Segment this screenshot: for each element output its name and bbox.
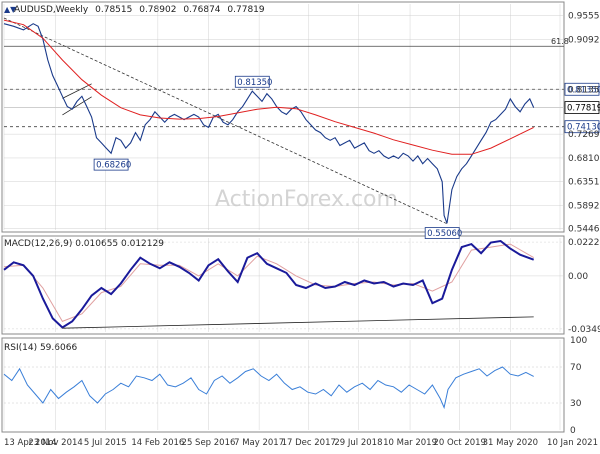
wedge-line <box>62 96 92 116</box>
x-tick-label: 29 Jul 2018 <box>334 438 382 448</box>
annotation-box <box>234 75 270 88</box>
price-title-low: 0.76874 <box>183 5 220 15</box>
x-tick-label: 25 Sep 2016 <box>182 438 236 448</box>
annotation-box <box>424 227 460 239</box>
macd-panel-frame <box>1 235 565 335</box>
price-reference-lines: 61.8 0.81350 0.74130 0.77819 <box>3 17 600 225</box>
rsi-y-tick-label: 70 <box>570 363 582 373</box>
price-panel-frame <box>1 1 565 233</box>
price-title-icon: ▲▼ <box>4 5 17 14</box>
rsi-y-tick-label: 0 <box>570 426 576 436</box>
macd-y-axis: 0.022295 0.00 -0.034948 <box>568 238 600 335</box>
rsi-title: RSI(14) 59.6066 <box>4 343 77 353</box>
rsi-grid <box>3 340 564 430</box>
price-series <box>3 23 535 224</box>
level-label-box <box>564 120 600 134</box>
current-price-label: 0.77819 <box>567 104 600 114</box>
price-annotations: 0.68260 0.81350 0.55060 <box>93 75 462 239</box>
x-tick-label: 20 Oct 2019 <box>433 438 486 448</box>
level-label-box <box>564 82 600 96</box>
wedge-line <box>62 83 92 99</box>
rsi-series-group <box>3 366 534 410</box>
macd-series-group <box>3 239 535 329</box>
macd-y-tick-label: 0.00 <box>568 272 588 282</box>
price-title: AUDUSD,Weekly 0.78515 0.78902 0.76874 0.… <box>14 5 265 15</box>
x-tick-label: 7 May 2017 <box>234 438 284 448</box>
x-tick-label: 10 Jan 2021 <box>547 438 598 448</box>
price-y-tick-label: 0.54465 <box>568 225 600 235</box>
rsi-panel-frame <box>1 337 565 433</box>
annotation-box <box>93 158 129 171</box>
macd-title: MACD(12,26,9) 0.010655 0.012129 <box>4 239 164 249</box>
x-tick-label: 5 Jul 2015 <box>84 438 127 448</box>
annotation-label: 0.55060 <box>427 229 462 239</box>
price-title-close: 0.77819 <box>227 5 264 15</box>
level-label: 0.81350 <box>567 85 600 95</box>
macd-signal-series <box>3 243 534 323</box>
price-series-group <box>3 19 535 224</box>
price-y-tick-label: 0.81350 <box>568 85 600 95</box>
macd-y-tick-label: -0.034948 <box>568 325 600 335</box>
fib-label: 61.8 <box>551 37 569 46</box>
ema-series <box>3 19 534 155</box>
rsi-y-axis: 100 70 30 0 <box>570 336 587 436</box>
x-tick-label: 23 Nov 2014 <box>28 438 82 448</box>
x-tick-label: 31 May 2020 <box>483 438 538 448</box>
trend-line <box>3 17 448 225</box>
x-tick-label: 13 Apr 2014 <box>4 438 57 448</box>
x-tick-label: 17 Dec 2017 <box>282 438 336 448</box>
macd-trend-line <box>62 316 534 329</box>
current-price-box <box>564 101 600 114</box>
x-tick-label: 14 Feb 2016 <box>131 438 184 448</box>
level-label: 0.74130 <box>567 123 600 133</box>
price-title-symbol: AUDUSD,Weekly <box>14 5 89 15</box>
macd-y-tick-label: 0.022295 <box>568 238 600 248</box>
annotation-label: 0.81350 <box>237 78 272 88</box>
watermark: ActionForex.com <box>215 187 398 212</box>
rsi-y-tick-label: 100 <box>570 336 587 346</box>
price-grid <box>3 4 564 230</box>
x-tick-label: 10 Mar 2019 <box>383 438 437 448</box>
price-title-open: 0.78515 <box>95 5 132 15</box>
macd-series <box>3 239 535 329</box>
rsi-y-tick-label: 30 <box>570 399 582 409</box>
annotation-label: 0.68260 <box>96 161 131 171</box>
rsi-series <box>3 366 534 410</box>
